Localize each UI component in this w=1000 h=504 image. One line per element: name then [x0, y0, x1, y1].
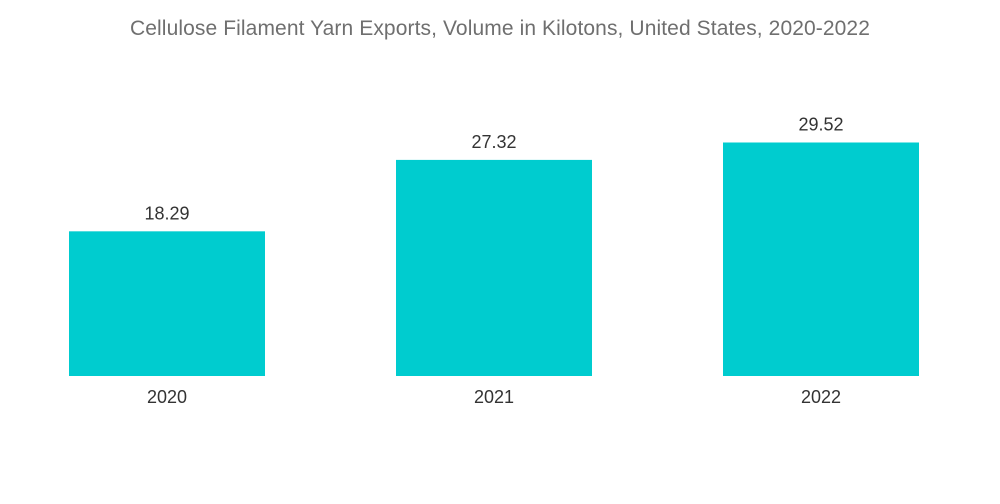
value-label-2022: 29.52 — [798, 114, 843, 134]
bar-2020 — [69, 231, 265, 376]
bar-2021 — [396, 159, 592, 376]
value-labels-group: 18.29 27.32 29.52 — [144, 114, 843, 223]
x-tick-label-2020: 2020 — [147, 387, 187, 407]
x-tick-label-2021: 2021 — [474, 387, 514, 407]
value-label-2021: 27.32 — [471, 132, 516, 152]
x-tick-label-2022: 2022 — [801, 387, 841, 407]
value-label-2020: 18.29 — [144, 203, 189, 223]
x-axis-tick-labels: 2020 2021 2022 — [147, 387, 841, 407]
bars-group — [69, 142, 919, 376]
bar-2022 — [723, 142, 919, 376]
chart-title: Cellulose Filament Yarn Exports, Volume … — [130, 17, 870, 40]
